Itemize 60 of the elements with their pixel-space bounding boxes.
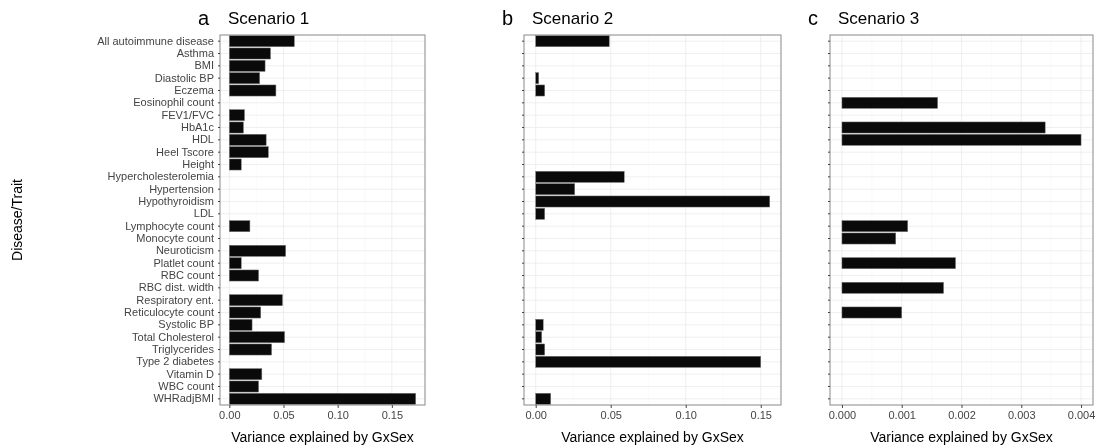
x-tick-label: 0.10 (327, 408, 349, 421)
bar (535, 35, 610, 47)
x-tick-label: 0.003 (1008, 408, 1036, 421)
y-tick-label: WBC count (158, 380, 214, 393)
y-tick-label: Vitamin D (166, 367, 215, 380)
y-tick-label: Eczema (174, 84, 215, 97)
y-tick-label: Triglycerides (152, 343, 215, 356)
x-tick-label: 0.05 (600, 408, 622, 421)
x-tick-label: 0.10 (675, 408, 697, 421)
y-tick-label: Hypercholesterolemia (107, 170, 215, 183)
y-tick-label: Diastolic BP (154, 71, 214, 84)
x-tick-label: 0.15 (381, 408, 404, 421)
chart-title: Scenario 3 (838, 9, 920, 28)
text: c (808, 7, 818, 29)
y-tick-label: All autoimmune disease (97, 34, 214, 47)
y-tick-label: Lymphocyte count (125, 219, 214, 232)
text: b (502, 7, 514, 29)
y-tick-label: HbA1c (180, 121, 215, 134)
x-tick-label: 0.002 (948, 408, 976, 421)
bar (841, 97, 938, 109)
x-tick-label: 0.15 (750, 408, 772, 421)
y-tick-label: WHRadjBMI (153, 392, 214, 405)
x-axis-title: Variance explained by GxSex (870, 429, 1053, 445)
x-tick-label: 0.000 (828, 408, 857, 421)
chart-title: Scenario 2 (532, 9, 614, 28)
y-tick-label: HDL (191, 133, 214, 146)
chart-title: Scenario 1 (228, 9, 310, 28)
y-axis-title: Disease/Trait (9, 178, 25, 261)
y-tick-label: Platlet count (153, 256, 214, 269)
y-tick-label: RBC count (160, 269, 214, 282)
text: a (198, 7, 210, 29)
y-tick-label: Respiratory ent. (136, 293, 214, 306)
x-tick-label: 0.00 (525, 408, 547, 421)
bar (229, 220, 251, 232)
x-axis-title: Variance explained by GxSex (561, 429, 744, 445)
y-tick-label: Monocyte count (136, 232, 214, 245)
y-tick-label: Heel Tscore (156, 145, 214, 158)
bar (535, 393, 551, 405)
y-tick-label: Reticulocyte count (124, 306, 214, 319)
bar (841, 282, 944, 294)
y-tick-label: FEV1/FVC (161, 108, 215, 121)
x-tick-label: 0.001 (888, 408, 916, 421)
y-tick-label: BMI (194, 59, 214, 72)
y-tick-label: Type 2 diabetes (136, 355, 215, 368)
bar (841, 257, 956, 269)
y-tick-label: Height (182, 158, 214, 171)
y-tick-label: Hypertension (149, 182, 214, 195)
y-tick-label: Total Cholesterol (132, 330, 214, 343)
y-tick-label: Neuroticism (155, 244, 214, 257)
bar (841, 306, 902, 319)
x-tick-label: 0.004 (1067, 408, 1096, 421)
y-tick-label: RBC dist. width (138, 281, 214, 294)
y-tick-label: LDL (193, 207, 214, 220)
x-tick-label: 0.05 (273, 408, 295, 421)
y-tick-label: Asthma (176, 47, 215, 60)
y-tick-label: Hypothyroidism (138, 195, 214, 208)
y-tick-label: Systolic BP (158, 318, 214, 331)
x-tick-label: 0.00 (219, 408, 241, 421)
x-axis-title: Variance explained by GxSex (231, 429, 414, 445)
y-tick-label: Eosinophil count (133, 96, 214, 109)
